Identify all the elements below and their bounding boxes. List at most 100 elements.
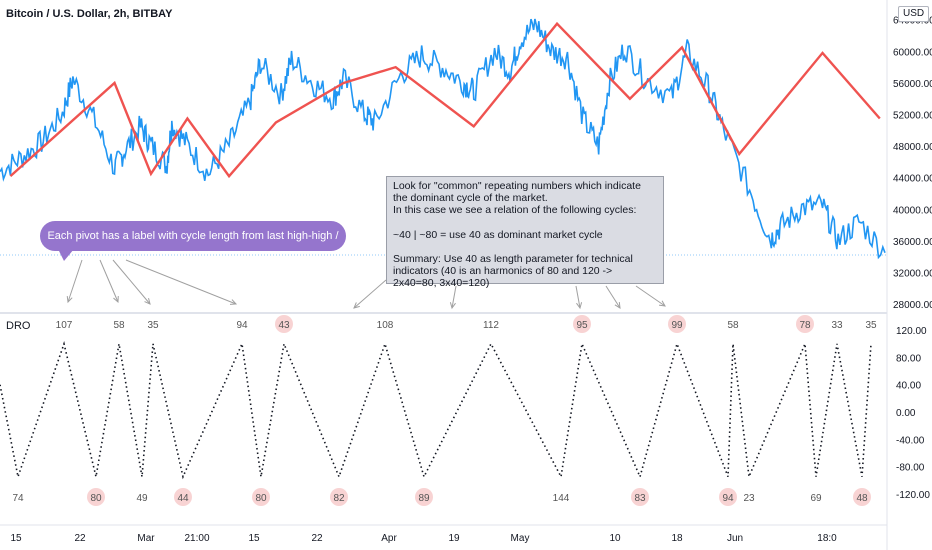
currency-badge[interactable]: USD [898, 6, 930, 22]
pivot-label: 112 [483, 320, 499, 331]
zigzag-series [9, 21, 881, 179]
pivot-highlight [631, 488, 649, 506]
annotation-arrowhead [66, 295, 73, 304]
pivot-label: 80 [90, 493, 102, 504]
pivot-highlight [668, 315, 686, 333]
pivot-label: 35 [865, 320, 877, 331]
annotation-arrowhead [576, 302, 583, 310]
pivot-label: 144 [553, 493, 570, 504]
time-tick-label: 10 [609, 533, 621, 544]
annotation-arrow [112, 259, 151, 305]
pivot-highlight [796, 315, 814, 333]
pivot-highlight [330, 488, 348, 506]
price-tick-label: 56000.00 [893, 79, 932, 90]
pivot-highlight [174, 488, 192, 506]
time-tick-label: Mar [137, 533, 155, 544]
annotation-arrow [451, 285, 457, 309]
dro-tick-label: 40.00 [896, 381, 921, 392]
pivot-label: 44 [177, 493, 189, 504]
dro-tick-label: 120.00 [896, 326, 927, 337]
time-tick-label: 21:00 [184, 533, 209, 544]
time-tick-label: 15 [10, 533, 22, 544]
pivot-label: 107 [56, 320, 73, 331]
annotation-arrow [635, 285, 666, 307]
pivot-label: 33 [831, 320, 843, 331]
dro-tick-label: -80.00 [896, 463, 925, 474]
price-tick-label: 52000.00 [893, 111, 932, 122]
annotation-arrowhead [353, 302, 360, 309]
annotation-arrows [66, 259, 666, 310]
pivot-label: 89 [418, 493, 430, 504]
time-tick-label: 18 [671, 533, 683, 544]
annotation-arrow [67, 259, 83, 303]
pivot-label: 69 [810, 493, 822, 504]
annotation-arrowhead [229, 299, 238, 305]
pivot-label: 49 [136, 493, 148, 504]
symbol-title: Bitcoin / U.S. Dollar, 2h, BITBAY [6, 8, 173, 20]
annotation-arrow [99, 259, 119, 303]
pivot-label: 80 [255, 493, 267, 504]
pivot-highlight [252, 488, 270, 506]
note-line: Summary: Use 40 as length parameter for … [393, 252, 633, 290]
annotation-arrowhead [449, 302, 456, 310]
time-tick-label: 18:0 [817, 533, 837, 544]
annotation-arrowhead [113, 295, 119, 304]
callout-tail [58, 249, 74, 261]
pivot-label: 23 [743, 493, 755, 504]
pivot-highlight [275, 315, 293, 333]
price-tick-label: 32000.00 [893, 269, 932, 280]
pivot-label: 43 [278, 320, 290, 331]
pivot-label: 94 [722, 493, 734, 504]
pivot-highlight [719, 488, 737, 506]
time-tick-label: 19 [448, 533, 460, 544]
dro-tick-label: 0.00 [896, 408, 916, 419]
pivot-label: 108 [377, 320, 394, 331]
pivot-highlight [853, 488, 871, 506]
note-line: Look for "common" repeating numbers whic… [393, 180, 641, 205]
pivot-labels: 74 107 80 58 49 35 44 94 80 43 82 108 89 112 144 95 83 99… [12, 315, 877, 506]
pivot-label: 78 [799, 320, 811, 331]
pivot-callout: Each pivot has a label with cycle length… [40, 221, 346, 272]
dro-tick-label: 80.00 [896, 353, 921, 364]
pivot-highlight [415, 488, 433, 506]
time-tick-label: 22 [311, 533, 323, 544]
note-line: In this case we see a relation of the fo… [393, 204, 637, 217]
annotation-arrowhead [144, 298, 151, 305]
time-tick-label: Apr [381, 533, 397, 544]
time-tick-label: May [511, 533, 530, 544]
pivot-label: 82 [333, 493, 345, 504]
price-tick-label: 28000.00 [893, 300, 932, 311]
pivot-label: 95 [576, 320, 588, 331]
annotation-arrowhead [614, 301, 621, 309]
zigzag-line [9, 21, 881, 179]
pivot-label: 99 [671, 320, 683, 331]
dro-axis[interactable]: 120.00 80.00 40.00 0.00 -40.00 -80.00 -120.00 [896, 326, 930, 501]
dro-tick-label: -120.00 [896, 490, 930, 501]
time-axis[interactable]: 15 22 Mar 21:00 15 22 Apr 19 May 10 18 Jun 18:0 [10, 533, 837, 544]
price-series [0, 18, 886, 260]
price-tick-label: 40000.00 [893, 205, 932, 216]
time-tick-label: 15 [248, 533, 260, 544]
price-line [0, 18, 886, 260]
pivot-label: 94 [236, 320, 248, 331]
pivot-label: 48 [856, 493, 868, 504]
indicator-name[interactable]: DRO [6, 320, 31, 332]
annotation-arrow [353, 279, 387, 309]
price-tick-label: 60000.00 [893, 47, 932, 58]
annotation-arrow [125, 259, 237, 305]
pivot-label: 58 [727, 320, 739, 331]
time-tick-label: 22 [74, 533, 86, 544]
price-tick-label: 36000.00 [893, 237, 932, 248]
note-line: ~40 | ~80 = use 40 as dominant market cy… [393, 228, 603, 241]
pivot-label: 35 [147, 320, 159, 331]
price-tick-label: 44000.00 [893, 174, 932, 185]
cycle-note: Look for "common" repeating numbers whic… [386, 176, 664, 289]
pivot-label: 58 [113, 320, 125, 331]
dro-tick-label: -40.00 [896, 435, 925, 446]
pivot-highlight [87, 488, 105, 506]
annotation-arrowhead [658, 300, 666, 307]
pivot-highlight [573, 315, 591, 333]
annotation-arrow [575, 285, 581, 309]
pivot-label: 74 [12, 493, 24, 504]
